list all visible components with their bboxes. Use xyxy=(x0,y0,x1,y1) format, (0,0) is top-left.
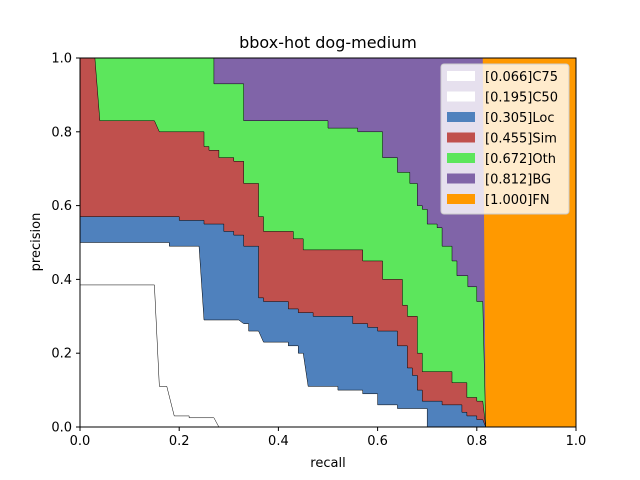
legend-label-0-066-c75: [0.066]C75 xyxy=(485,70,558,85)
legend-swatch-0-672-oth xyxy=(447,153,475,163)
y-axis-ticks: 0.0 0.2 0.4 0.6 0.8 1.0 xyxy=(51,52,80,436)
legend-swatch-0-812-bg xyxy=(447,173,475,184)
x-tick-label: 0.2 xyxy=(169,434,190,449)
x-tick-label: 0.8 xyxy=(466,434,487,449)
legend-label-0-455-sim: [0.455]Sim xyxy=(485,132,557,147)
legend-swatch-1-000-fn xyxy=(447,194,475,204)
legend-swatch-0-455-sim xyxy=(447,132,475,143)
legend-label-0-812-bg: [0.812]BG xyxy=(485,173,551,188)
y-tick-label: 1.0 xyxy=(51,52,72,67)
chart-title: bbox-hot dog-medium xyxy=(239,33,417,52)
y-tick-label: 0.2 xyxy=(51,347,72,362)
legend-label-0-195-c50: [0.195]C50 xyxy=(485,91,558,106)
area-0-195-c50 xyxy=(79,242,428,428)
legend-label-1-000-fn: [1.000]FN xyxy=(485,193,550,208)
y-tick-label: 0.8 xyxy=(51,125,72,140)
x-axis-label: recall xyxy=(310,456,345,471)
y-tick-label: 0.4 xyxy=(51,273,72,288)
y-tick-label: 0.0 xyxy=(51,421,72,436)
legend-swatch-0-195-c50 xyxy=(447,91,475,102)
y-tick-label: 0.6 xyxy=(51,199,72,214)
x-tick-label: 0.4 xyxy=(268,434,289,449)
legend-label-0-305-loc: [0.305]Loc xyxy=(485,111,554,126)
x-axis-ticks: 0.0 0.2 0.4 0.6 0.8 1.0 xyxy=(70,427,587,449)
plot-frame xyxy=(79,57,577,428)
legend-swatch-0-305-loc xyxy=(447,112,475,122)
x-tick-label: 0.6 xyxy=(367,434,388,449)
legend-label-0-672-oth: [0.672]Oth xyxy=(485,152,556,167)
legend: [0.066]C75 [0.195]C50 [0.305]Loc [0.455]Sim… xyxy=(440,63,570,215)
legend-swatch-0-066-c75 xyxy=(447,71,475,81)
x-tick-label: 1.0 xyxy=(566,434,587,449)
x-tick-label: 0.0 xyxy=(70,434,91,449)
area-0-066-c75 xyxy=(79,284,220,428)
y-axis-label: precision xyxy=(29,213,44,272)
